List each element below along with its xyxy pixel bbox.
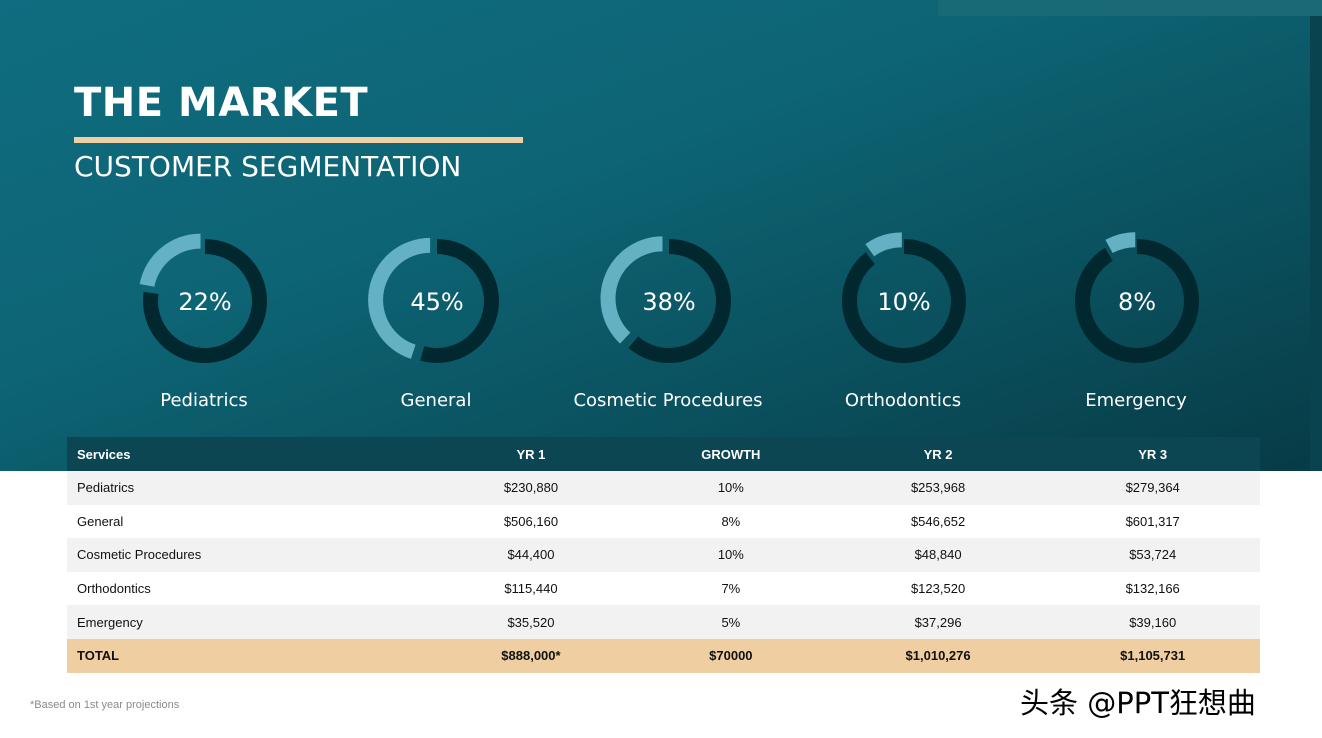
table-row: Emergency $35,520 5% $37,296 $39,160 [67, 605, 1260, 639]
cell-yr2: $123,520 [830, 571, 1046, 606]
header-yr1: YR 1 [430, 437, 631, 471]
donut-share-arc [600, 236, 663, 344]
donut-share-arc [865, 232, 902, 257]
cell-yr3: $53,724 [1045, 538, 1260, 572]
cell-service: Cosmetic Procedures [67, 538, 431, 572]
cell-yr2: $253,968 [830, 471, 1046, 505]
donut-category-label: Pediatrics [160, 390, 247, 411]
header-yr3: YR 3 [1045, 437, 1260, 471]
table-header-row: Services YR 1 GROWTH YR 2 YR 3 [67, 437, 1260, 471]
donut-share-arc [1105, 232, 1136, 254]
table-row: Cosmetic Procedures $44,400 10% $48,840 … [67, 538, 1260, 572]
total-yr2: $1,010,276 [830, 638, 1046, 673]
table-row: Orthodontics $115,440 7% $123,520 $132,1… [67, 571, 1260, 606]
table-row: Pediatrics $230,880 10% $253,968 $279,36… [67, 471, 1260, 505]
donut-charts: 22% Pediatrics 45% General 38% Cosmetic Proce… [139, 232, 1199, 411]
table-row: General $506,160 8% $546,652 $601,317 [67, 504, 1260, 539]
donut-percent-label: 8% [1118, 288, 1156, 316]
watermark: 头条 @PPT狂想曲 [1020, 686, 1256, 720]
total-label: TOTAL [67, 638, 431, 673]
donut-percent-label: 45% [410, 288, 463, 316]
cell-yr1: $230,880 [430, 471, 631, 505]
header-services: Services [67, 437, 431, 471]
cell-yr2: $48,840 [830, 538, 1046, 572]
cell-service: Pediatrics [67, 471, 431, 505]
footnote: *Based on 1st year projections [30, 699, 180, 711]
donut-remainder-arc [420, 239, 500, 363]
cell-yr1: $35,520 [430, 605, 631, 639]
cell-growth: 8% [630, 504, 831, 539]
cell-service: Orthodontics [67, 571, 431, 606]
side-decoration [1310, 16, 1322, 471]
total-growth: $70000 [630, 638, 831, 673]
cell-yr3: $279,364 [1045, 471, 1260, 505]
total-yr3: $1,105,731 [1045, 638, 1260, 673]
page-title: THE MARKET [74, 80, 369, 126]
donut-category-label: Emergency [1085, 390, 1187, 411]
cell-growth: 7% [630, 571, 831, 606]
donut-percent-label: 38% [642, 288, 695, 316]
cell-yr2: $546,652 [830, 504, 1046, 539]
donut-share-arc [368, 237, 431, 359]
corner-decoration [938, 0, 1322, 16]
total-yr1: $888,000* [430, 638, 631, 673]
donut-category-label: Orthodontics [845, 390, 961, 411]
donut-share-arc [139, 233, 201, 287]
donut-category-label: Cosmetic Procedures [573, 390, 762, 411]
cell-yr1: $115,440 [430, 571, 631, 606]
services-table: Services YR 1 GROWTH YR 2 YR 3 Pediatric… [67, 437, 1260, 673]
cell-service: Emergency [67, 605, 431, 639]
cell-growth: 10% [630, 471, 831, 505]
cell-growth: 10% [630, 538, 831, 572]
cell-service: General [67, 504, 431, 539]
cell-yr3: $132,166 [1045, 571, 1260, 606]
cell-yr1: $44,400 [430, 538, 631, 572]
cell-yr2: $37,296 [830, 605, 1046, 639]
cell-growth: 5% [630, 605, 831, 639]
header-banner [0, 0, 1322, 471]
cell-yr3: $39,160 [1045, 605, 1260, 639]
donut-percent-label: 10% [877, 288, 930, 316]
table-total-row: TOTAL $888,000* $70000 $1,010,276 $1,105… [67, 638, 1260, 673]
cell-yr1: $506,160 [430, 504, 631, 539]
donut-category-label: General [401, 390, 472, 411]
header-yr2: YR 2 [830, 437, 1046, 471]
page-subtitle: CUSTOMER SEGMENTATION [74, 150, 462, 183]
title-underline [74, 137, 523, 143]
cell-yr3: $601,317 [1045, 504, 1260, 539]
donut-remainder-arc [628, 239, 732, 363]
donut-percent-label: 22% [178, 288, 231, 316]
header-growth: GROWTH [630, 437, 831, 471]
